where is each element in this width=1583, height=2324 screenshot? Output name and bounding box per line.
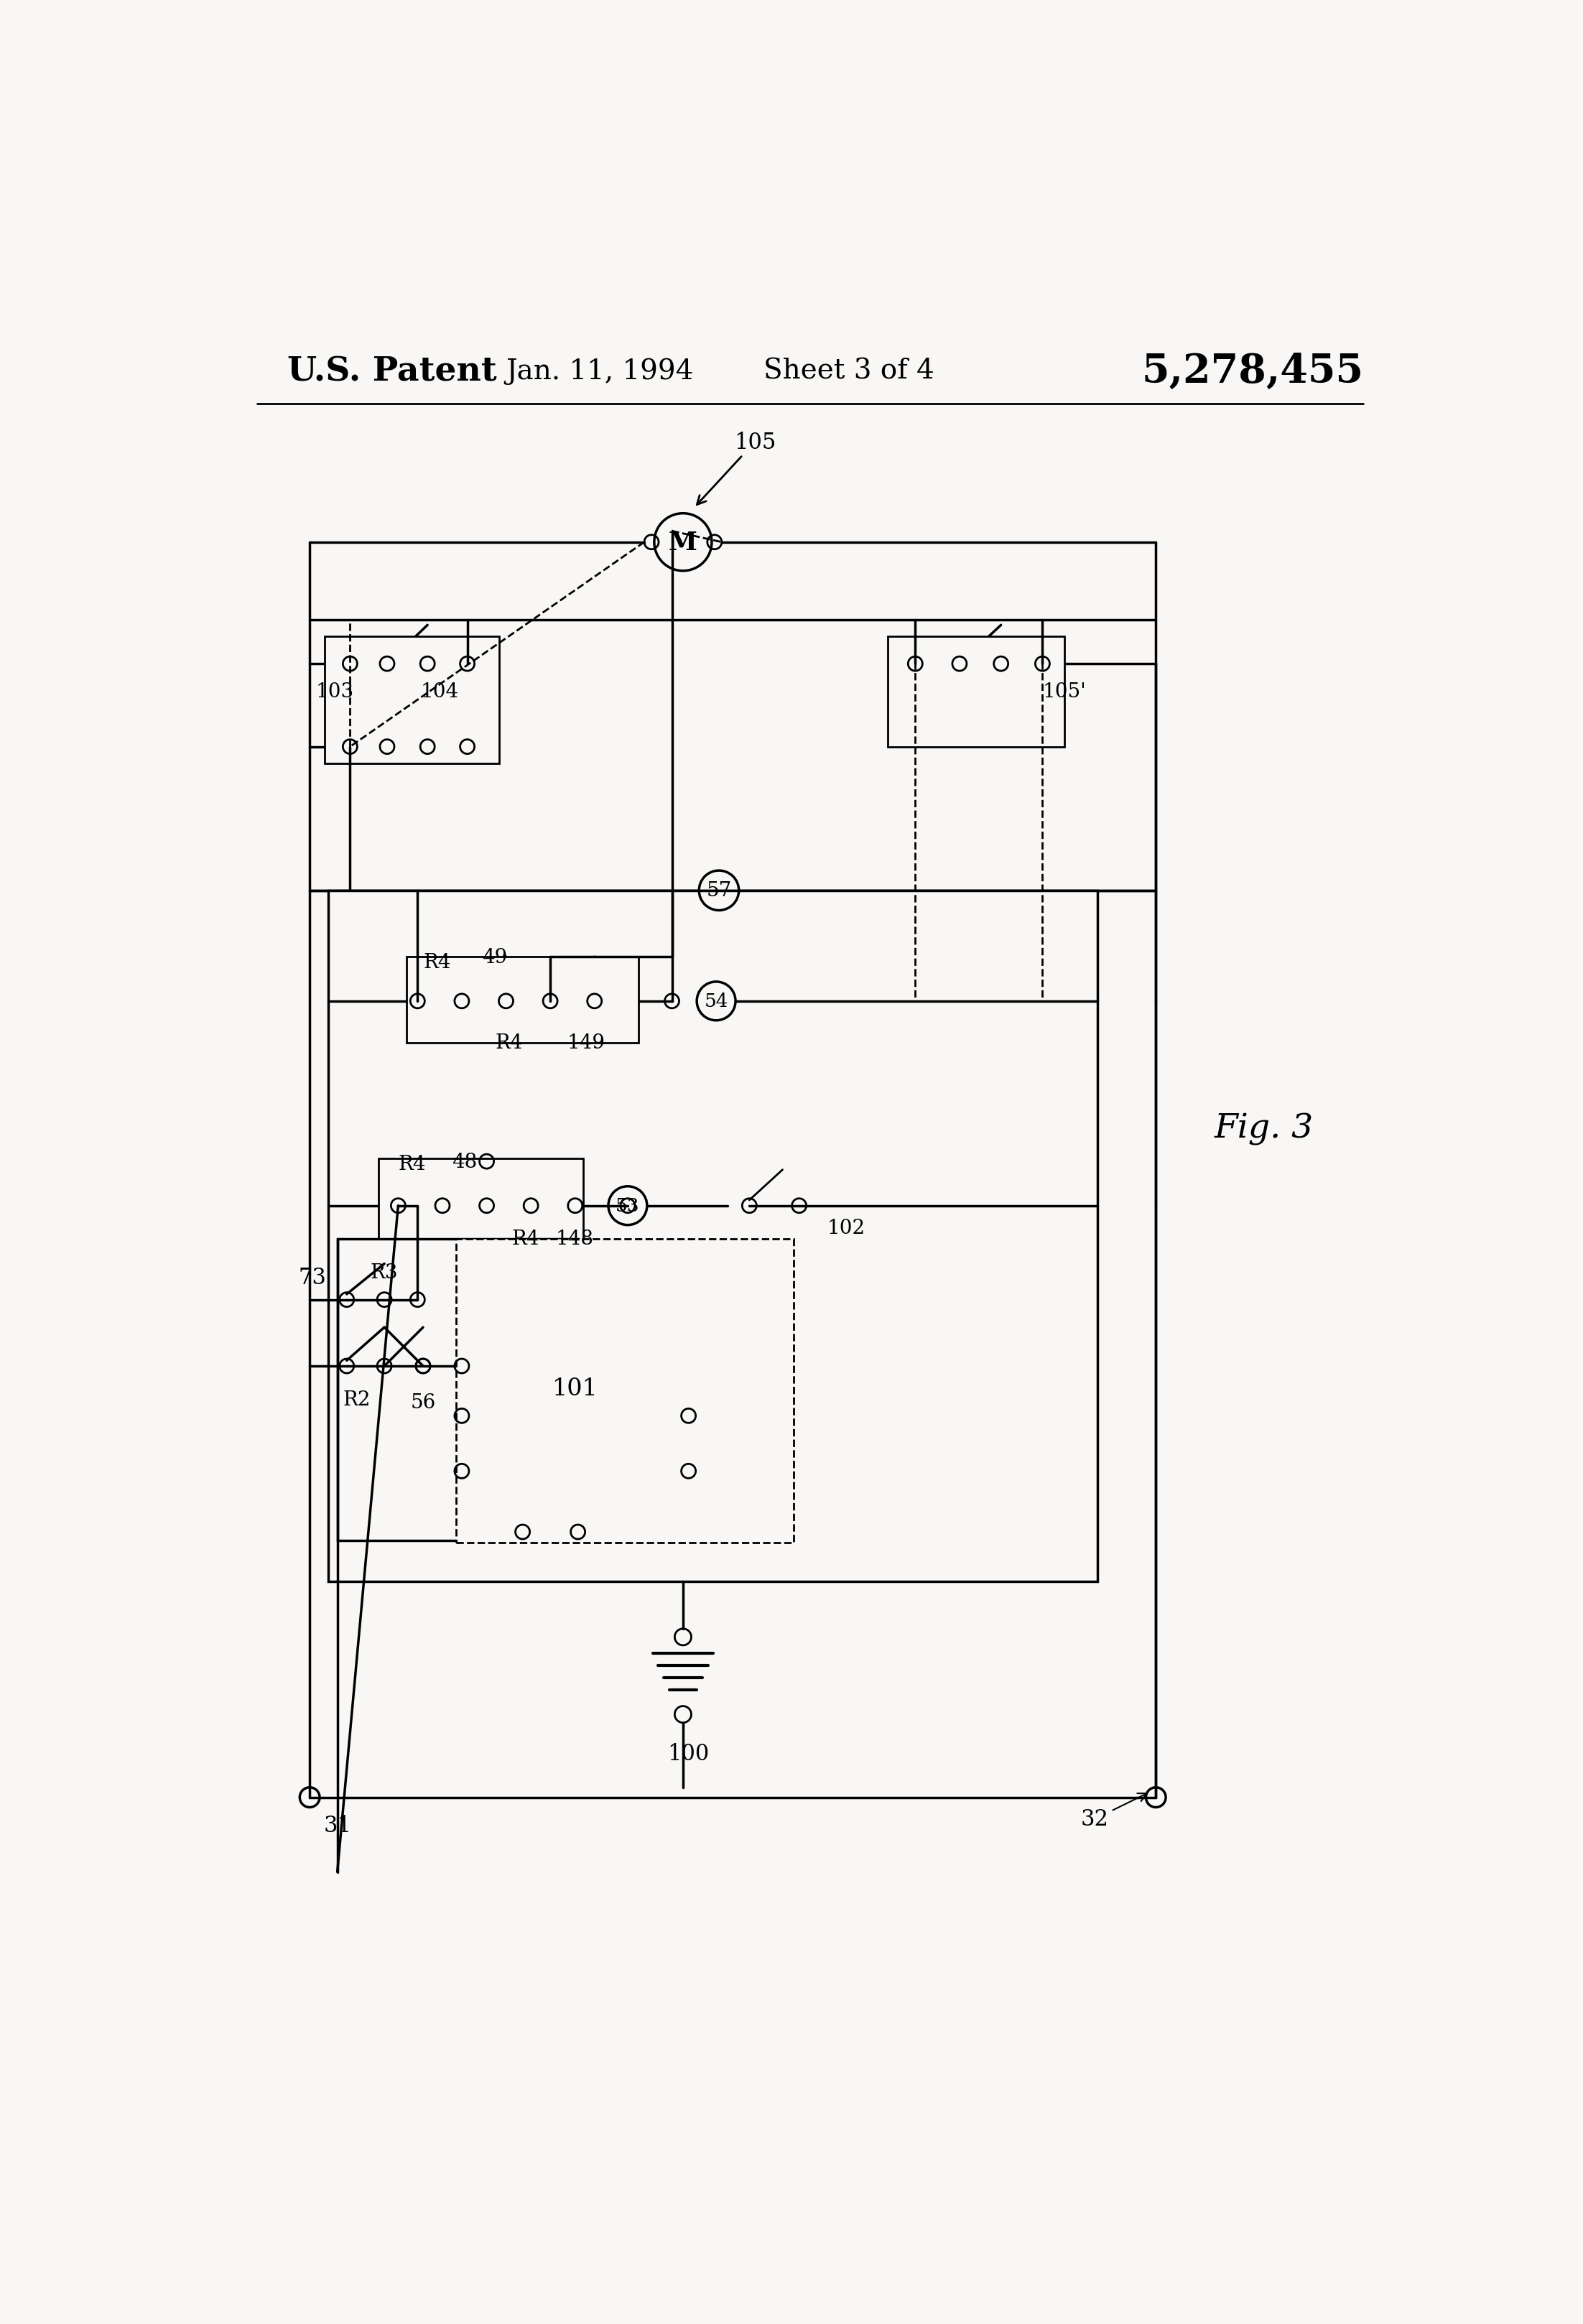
Text: 103: 103 [315,683,353,702]
Bar [456,1239,793,1543]
Bar [337,1239,578,1541]
Text: 48: 48 [451,1153,476,1171]
Text: R2: R2 [344,1390,370,1408]
Bar [467,1250,682,1527]
Text: 5,278,455: 5,278,455 [1141,351,1363,390]
Text: R4: R4 [399,1155,426,1174]
Bar [888,637,1065,746]
Text: R4: R4 [423,953,451,971]
Text: 104: 104 [421,683,459,702]
Text: Sheet 3 of 4: Sheet 3 of 4 [763,358,934,383]
Text: 57: 57 [706,881,731,899]
Text: 56: 56 [410,1392,435,1413]
Text: 148: 148 [556,1229,594,1248]
Text: Fig. 3: Fig. 3 [1214,1113,1314,1146]
Text: R4: R4 [495,1034,522,1053]
Text: 53: 53 [616,1197,640,1215]
Text: 105': 105' [1043,683,1086,702]
Text: 100: 100 [668,1743,709,1764]
Text: 32: 32 [1081,1794,1148,1829]
Text: 105: 105 [697,432,776,504]
Bar [378,1160,584,1241]
Bar [325,637,499,765]
Text: Jan. 11, 1994: Jan. 11, 1994 [507,358,693,386]
Text: R4: R4 [511,1229,540,1248]
Text: 31: 31 [323,1815,351,1836]
Text: M: M [668,530,698,555]
Text: R3: R3 [370,1262,399,1283]
Text: 149: 149 [567,1034,605,1053]
Text: U.S. Patent: U.S. Patent [288,356,497,388]
Bar [328,890,1097,1583]
Text: 54: 54 [704,992,728,1011]
Text: 49: 49 [483,948,508,967]
Text: 101: 101 [552,1376,598,1399]
Text: 73: 73 [299,1267,326,1290]
Bar [407,957,638,1043]
Text: 102: 102 [826,1218,864,1239]
